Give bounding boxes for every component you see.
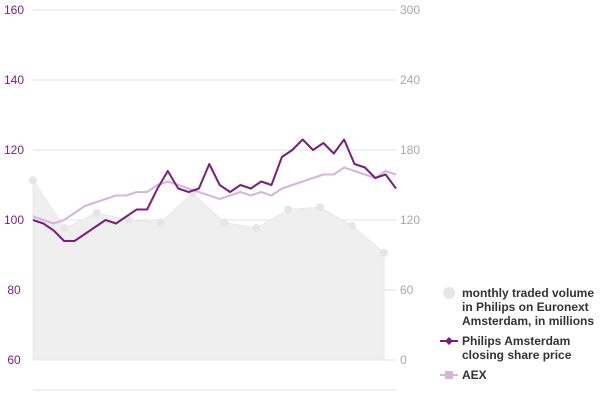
legend-item-aex[interactable]: AEX xyxy=(440,368,600,382)
legend: monthly traded volume in Philips on Euro… xyxy=(440,286,600,388)
volume-point[interactable] xyxy=(124,216,133,224)
volume-area-series xyxy=(29,176,388,361)
volume-point[interactable] xyxy=(60,224,69,233)
right-axis-tick: 0 xyxy=(400,353,407,367)
volume-point[interactable] xyxy=(316,203,325,212)
right-axis-tick: 300 xyxy=(400,3,420,17)
left-axis: 160 140 120 100 80 60 xyxy=(4,3,24,367)
volume-point[interactable] xyxy=(252,224,261,233)
square-line-marker-icon xyxy=(440,371,458,379)
volume-point[interactable] xyxy=(348,221,357,230)
right-axis-tick: 240 xyxy=(400,73,420,87)
right-axis: 300 240 180 120 60 0 xyxy=(400,3,420,367)
volume-point[interactable] xyxy=(284,205,293,214)
right-axis-tick: 60 xyxy=(400,283,414,297)
legend-label: Philips Amsterdam closing share price xyxy=(462,334,572,362)
aex-line[interactable] xyxy=(32,166,397,225)
philips-line[interactable] xyxy=(32,138,397,242)
price-line-series xyxy=(32,138,397,242)
left-axis-tick: 160 xyxy=(4,3,24,17)
legend-label: AEX xyxy=(462,368,487,382)
volume-point[interactable] xyxy=(29,176,37,185)
right-axis-tick: 120 xyxy=(400,213,420,227)
left-axis-tick: 60 xyxy=(7,353,21,367)
left-axis-tick: 120 xyxy=(4,143,24,157)
volume-point[interactable] xyxy=(92,209,101,217)
right-axis-tick: 180 xyxy=(400,143,420,157)
left-axis-tick: 100 xyxy=(4,213,24,227)
volume-point[interactable] xyxy=(220,218,229,227)
legend-item-philips[interactable]: Philips Amsterdam closing share price xyxy=(440,334,600,362)
left-axis-tick: 140 xyxy=(4,73,24,87)
diamond-line-marker-icon xyxy=(440,337,458,345)
legend-item-volume[interactable]: monthly traded volume in Philips on Euro… xyxy=(440,286,600,328)
legend-label: monthly traded volume in Philips on Euro… xyxy=(462,286,595,328)
volume-point[interactable] xyxy=(156,218,165,227)
circle-marker-icon xyxy=(443,287,455,299)
volume-point[interactable] xyxy=(380,248,388,257)
left-axis-tick: 80 xyxy=(7,283,21,297)
